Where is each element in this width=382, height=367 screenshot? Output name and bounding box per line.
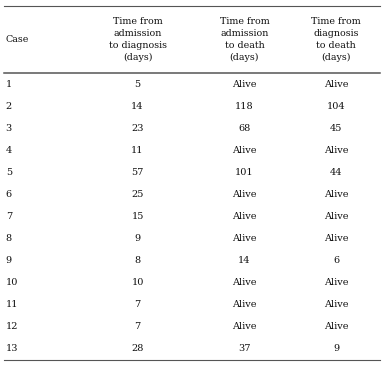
Text: 5: 5 <box>134 80 141 89</box>
Text: Alive: Alive <box>324 146 348 155</box>
Text: 9: 9 <box>134 234 141 243</box>
Text: 10: 10 <box>131 278 144 287</box>
Text: Alive: Alive <box>324 278 348 287</box>
Text: 28: 28 <box>131 344 144 353</box>
Text: 9: 9 <box>6 256 12 265</box>
Text: 7: 7 <box>134 322 141 331</box>
Text: Alive: Alive <box>324 234 348 243</box>
Text: 11: 11 <box>6 300 18 309</box>
Text: 118: 118 <box>235 102 254 111</box>
Text: Alive: Alive <box>232 300 257 309</box>
Text: 3: 3 <box>6 124 12 133</box>
Text: 101: 101 <box>235 168 254 177</box>
Text: 14: 14 <box>238 256 251 265</box>
Text: 45: 45 <box>330 124 342 133</box>
Text: Alive: Alive <box>324 300 348 309</box>
Text: Case: Case <box>6 35 29 44</box>
Text: 2: 2 <box>6 102 12 111</box>
Text: 13: 13 <box>6 344 18 353</box>
Text: 37: 37 <box>238 344 251 353</box>
Text: Alive: Alive <box>232 234 257 243</box>
Text: 44: 44 <box>330 168 342 177</box>
Text: 12: 12 <box>6 322 18 331</box>
Text: 4: 4 <box>6 146 12 155</box>
Text: 10: 10 <box>6 278 18 287</box>
Text: Alive: Alive <box>232 190 257 199</box>
Text: Time from
diagnosis
to death
(days): Time from diagnosis to death (days) <box>311 17 361 62</box>
Text: 15: 15 <box>131 212 144 221</box>
Text: 1: 1 <box>6 80 12 89</box>
Text: 8: 8 <box>134 256 141 265</box>
Text: 5: 5 <box>6 168 12 177</box>
Text: Alive: Alive <box>232 278 257 287</box>
Text: Alive: Alive <box>324 212 348 221</box>
Text: Alive: Alive <box>324 190 348 199</box>
Text: Alive: Alive <box>232 146 257 155</box>
Text: 8: 8 <box>6 234 12 243</box>
Text: 7: 7 <box>134 300 141 309</box>
Text: 6: 6 <box>6 190 12 199</box>
Text: 6: 6 <box>333 256 339 265</box>
Text: Alive: Alive <box>232 80 257 89</box>
Text: 9: 9 <box>333 344 339 353</box>
Text: 7: 7 <box>6 212 12 221</box>
Text: Time from
admission
to death
(days): Time from admission to death (days) <box>220 17 269 62</box>
Text: Alive: Alive <box>232 322 257 331</box>
Text: Alive: Alive <box>232 212 257 221</box>
Text: 57: 57 <box>131 168 144 177</box>
Text: Alive: Alive <box>324 322 348 331</box>
Text: 25: 25 <box>131 190 144 199</box>
Text: 23: 23 <box>131 124 144 133</box>
Text: 104: 104 <box>327 102 345 111</box>
Text: 11: 11 <box>131 146 144 155</box>
Text: 68: 68 <box>238 124 251 133</box>
Text: 14: 14 <box>131 102 144 111</box>
Text: Time from
admission
to diagnosis
(days): Time from admission to diagnosis (days) <box>108 17 167 62</box>
Text: Alive: Alive <box>324 80 348 89</box>
